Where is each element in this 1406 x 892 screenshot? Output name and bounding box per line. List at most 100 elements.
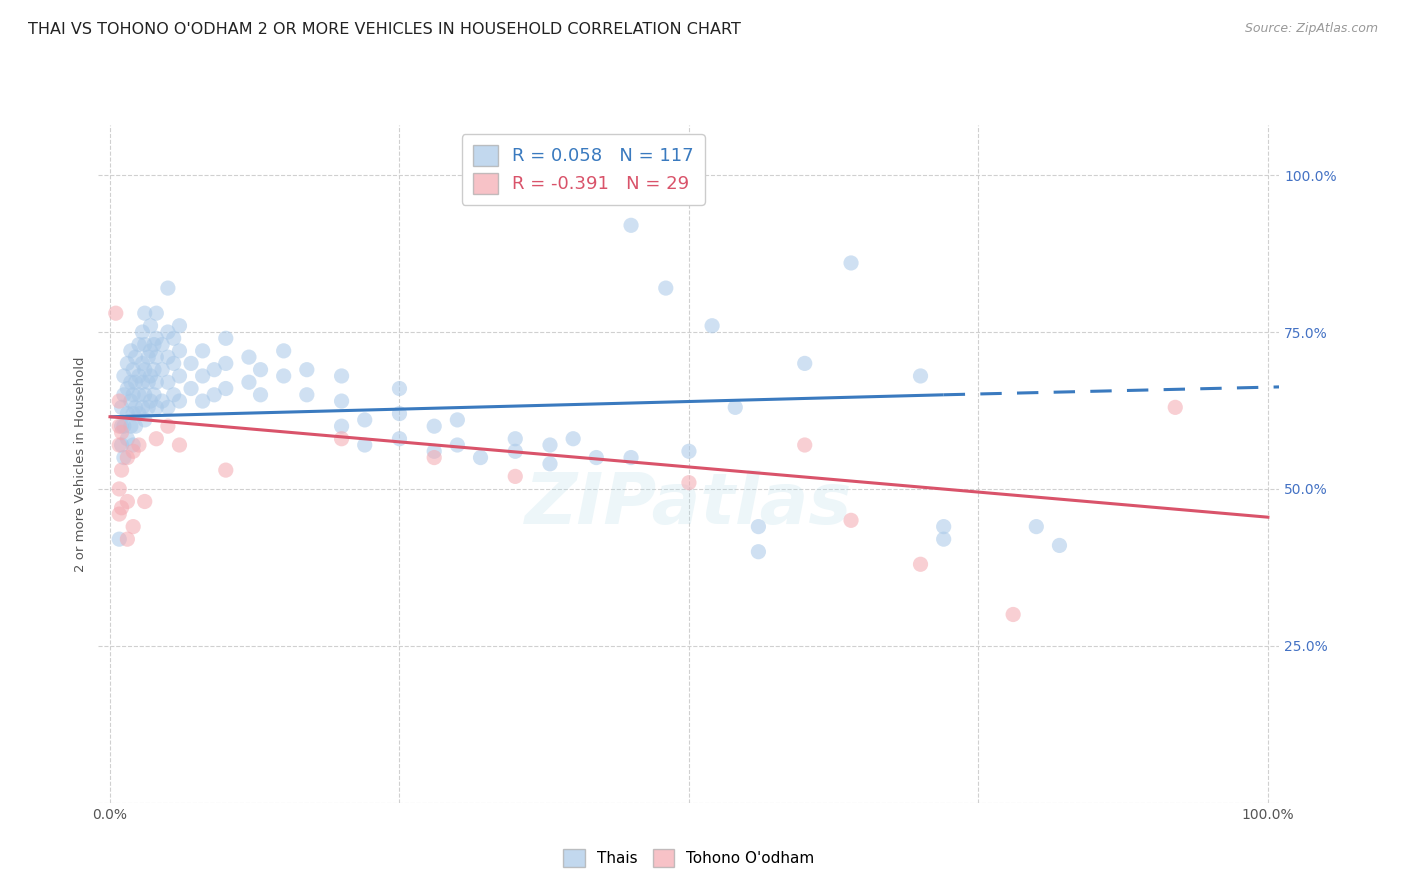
- Point: [169, 368, 191, 383]
- Point: [180, 382, 202, 396]
- Point: [202, 388, 225, 402]
- Point: [747, 545, 769, 559]
- Point: [620, 219, 643, 233]
- Point: [112, 450, 135, 465]
- Point: [169, 438, 191, 452]
- Point: [156, 376, 179, 390]
- Point: [145, 306, 167, 320]
- Point: [388, 407, 411, 421]
- Point: [122, 407, 145, 421]
- Point: [562, 432, 585, 446]
- Point: [191, 368, 214, 383]
- Point: [134, 362, 156, 376]
- Point: [134, 306, 156, 320]
- Point: [156, 325, 179, 339]
- Point: [215, 356, 238, 370]
- Point: [110, 401, 132, 415]
- Point: [120, 376, 142, 390]
- Point: [124, 419, 146, 434]
- Point: [145, 432, 167, 446]
- Point: [215, 331, 238, 345]
- Point: [112, 368, 135, 383]
- Point: [108, 532, 131, 546]
- Point: [793, 438, 815, 452]
- Point: [585, 450, 607, 465]
- Point: [423, 419, 446, 434]
- Point: [131, 401, 153, 415]
- Point: [110, 419, 132, 434]
- Point: [747, 519, 769, 533]
- Point: [134, 388, 156, 402]
- Point: [910, 368, 932, 383]
- Point: [131, 325, 153, 339]
- Point: [131, 376, 153, 390]
- Point: [128, 388, 150, 402]
- Point: [145, 350, 167, 364]
- Point: [503, 444, 526, 458]
- Point: [470, 450, 492, 465]
- Point: [110, 500, 132, 515]
- Point: [139, 318, 162, 333]
- Point: [108, 419, 131, 434]
- Point: [163, 356, 186, 370]
- Point: [139, 343, 162, 358]
- Point: [117, 432, 139, 446]
- Point: [249, 362, 271, 376]
- Point: [273, 343, 295, 358]
- Point: [122, 438, 145, 452]
- Point: [191, 343, 214, 358]
- Point: [156, 419, 179, 434]
- Text: THAI VS TOHONO O'ODHAM 2 OR MORE VEHICLES IN HOUSEHOLD CORRELATION CHART: THAI VS TOHONO O'ODHAM 2 OR MORE VEHICLE…: [28, 22, 741, 37]
- Point: [124, 376, 146, 390]
- Point: [150, 394, 173, 409]
- Point: [655, 281, 678, 295]
- Point: [839, 256, 862, 270]
- Point: [620, 450, 643, 465]
- Point: [136, 376, 159, 390]
- Point: [139, 368, 162, 383]
- Point: [128, 407, 150, 421]
- Point: [120, 343, 142, 358]
- Point: [128, 438, 150, 452]
- Point: [932, 519, 955, 533]
- Point: [122, 519, 145, 533]
- Point: [295, 388, 318, 402]
- Legend: Thais, Tohono O'odham: Thais, Tohono O'odham: [557, 843, 821, 873]
- Point: [446, 413, 468, 427]
- Point: [678, 475, 700, 490]
- Point: [388, 382, 411, 396]
- Point: [108, 482, 131, 496]
- Point: [1002, 607, 1025, 622]
- Point: [134, 494, 156, 508]
- Point: [1049, 538, 1071, 552]
- Point: [124, 401, 146, 415]
- Point: [169, 343, 191, 358]
- Point: [117, 356, 139, 370]
- Point: [330, 394, 353, 409]
- Point: [446, 438, 468, 452]
- Point: [163, 331, 186, 345]
- Point: [156, 281, 179, 295]
- Point: [932, 532, 955, 546]
- Point: [143, 388, 166, 402]
- Point: [131, 356, 153, 370]
- Point: [215, 382, 238, 396]
- Point: [678, 444, 700, 458]
- Point: [215, 463, 238, 477]
- Point: [110, 425, 132, 440]
- Point: [120, 394, 142, 409]
- Point: [700, 318, 723, 333]
- Point: [249, 388, 271, 402]
- Point: [145, 331, 167, 345]
- Point: [330, 368, 353, 383]
- Point: [388, 432, 411, 446]
- Point: [145, 401, 167, 415]
- Point: [724, 401, 747, 415]
- Point: [145, 376, 167, 390]
- Point: [156, 401, 179, 415]
- Point: [503, 469, 526, 483]
- Point: [104, 306, 127, 320]
- Point: [330, 432, 353, 446]
- Point: [238, 350, 260, 364]
- Point: [295, 362, 318, 376]
